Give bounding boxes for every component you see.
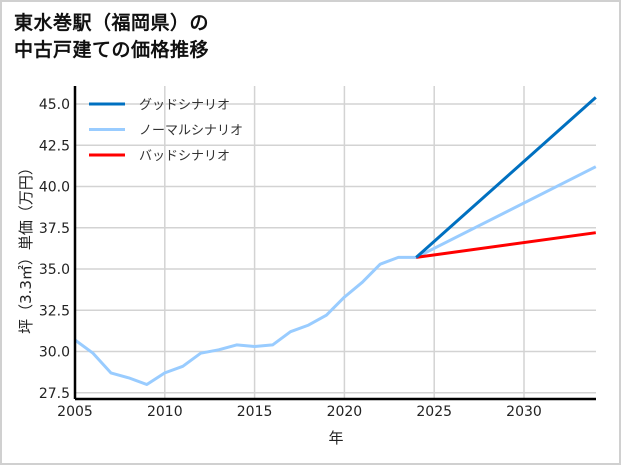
x-tick-label: 2010 — [147, 404, 183, 420]
y-tick-label: 35.0 — [39, 262, 70, 278]
x-axis-label: 年 — [328, 429, 343, 447]
x-tick-label: 2025 — [416, 404, 452, 420]
y-tick-label: 42.5 — [39, 138, 70, 154]
series-line — [415, 96, 597, 259]
x-tick-label: 2015 — [237, 404, 273, 420]
y-axis-label: 坪（3.3㎡）単価（万円） — [17, 160, 35, 334]
chart-title-line-2: 中古戸建ての価格推移 — [14, 39, 210, 61]
series-line — [74, 165, 597, 386]
y-tick-label: 45.0 — [39, 97, 70, 113]
series-lines — [74, 96, 597, 386]
legend-label: ノーマルシナリオ — [139, 124, 243, 139]
legend-label: グッドシナリオ — [139, 98, 230, 113]
chart-title-line-1: 東水巻駅（福岡県）の — [14, 12, 210, 34]
x-tick-label: 2030 — [506, 404, 542, 420]
y-tick-label: 40.0 — [39, 180, 70, 196]
y-tick-label: 30.0 — [39, 345, 70, 361]
y-tick-label: 27.5 — [39, 386, 70, 402]
series-line — [415, 231, 597, 259]
axes — [73, 86, 596, 401]
legend-label: バッドシナリオ — [139, 149, 230, 164]
x-tick-label: 2020 — [327, 404, 363, 420]
x-tick-label: 2005 — [57, 404, 93, 420]
y-tick-label: 37.5 — [39, 221, 70, 237]
y-tick-label: 32.5 — [39, 303, 70, 319]
tick-labels: 2005 2010 2015 2020 2025 2030 27.5 30.0 32.5 35.0… — [39, 97, 542, 420]
chart-title: 東水巻駅（福岡県）の 中古戸建ての価格推移 — [14, 10, 209, 64]
